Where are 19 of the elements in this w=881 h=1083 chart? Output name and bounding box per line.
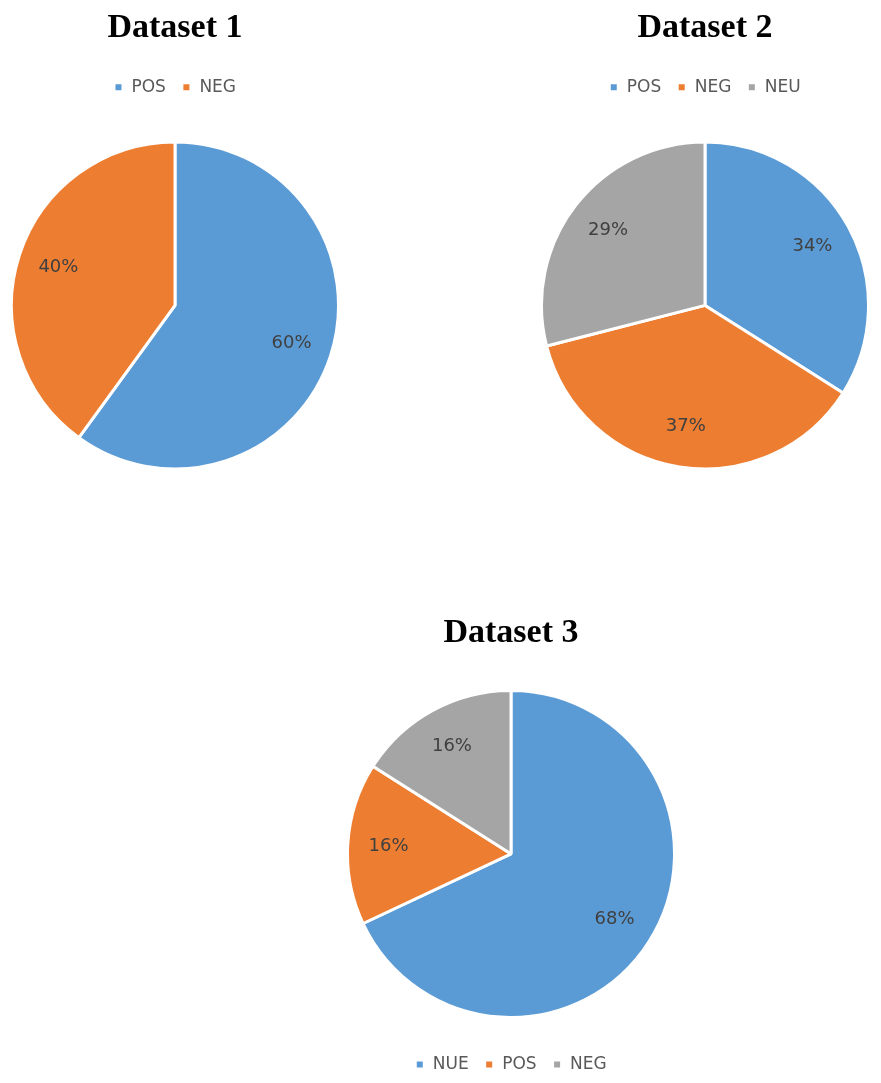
data-label: 34% bbox=[792, 234, 833, 255]
legend-label: NEG bbox=[570, 1052, 607, 1073]
data-label: 16% bbox=[368, 833, 409, 855]
legend-label: POS bbox=[626, 75, 662, 96]
legend-label: NUE bbox=[432, 1052, 469, 1073]
data-label: 29% bbox=[588, 217, 629, 239]
data-label: 40% bbox=[38, 255, 79, 277]
data-label: 60% bbox=[271, 330, 312, 352]
legend-label: NEU bbox=[764, 75, 801, 96]
chart-title: Dataset 1 bbox=[107, 7, 243, 45]
data-label: 68% bbox=[594, 907, 635, 929]
legend-label: POS bbox=[131, 75, 166, 96]
legend-label: NEG bbox=[694, 75, 732, 96]
data-label: 16% bbox=[431, 734, 472, 756]
data-label: 37% bbox=[665, 414, 706, 436]
legend-label: POS bbox=[502, 1052, 537, 1073]
legend-label: NEG bbox=[199, 75, 237, 96]
chart-title: Dataset 2 bbox=[637, 7, 773, 45]
chart-title: Dataset 3 bbox=[443, 612, 579, 650]
